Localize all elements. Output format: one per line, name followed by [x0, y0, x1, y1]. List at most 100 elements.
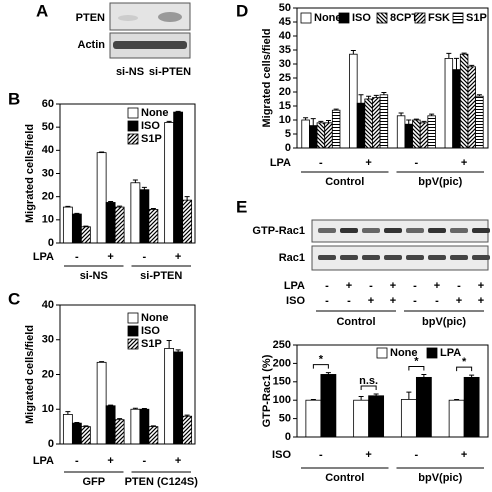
y-tick-label: 0 [285, 142, 291, 154]
row-label: LPA [270, 157, 291, 169]
bar [71, 213, 82, 244]
error-bar [406, 391, 412, 400]
error-bar [421, 373, 427, 378]
row-value: + [390, 280, 396, 292]
bar [331, 109, 341, 149]
panel-letter: E [236, 197, 247, 216]
group-label: Control [336, 316, 375, 328]
panel-letter: C [8, 289, 20, 308]
bar [139, 189, 150, 244]
row-value: - [325, 295, 329, 307]
blot-band [384, 228, 402, 233]
bar [148, 209, 159, 244]
bar [419, 122, 429, 149]
bar [130, 182, 141, 244]
y-tick-label: 40 [279, 30, 291, 42]
bar [452, 69, 461, 149]
bar [364, 98, 373, 149]
x-tick-label: + [175, 455, 181, 467]
bar [349, 53, 358, 149]
bar [412, 119, 421, 149]
y-tick-label: 50 [279, 2, 291, 14]
y-axis-title: Migrated cells/field [24, 325, 36, 424]
x-tick-label: - [415, 157, 419, 169]
group-label: GFP [82, 476, 105, 488]
x-tick-label: - [143, 251, 147, 263]
error-bar [117, 205, 123, 208]
x-tick-label: + [175, 251, 181, 263]
row-label: ISO [272, 449, 291, 461]
annotation: * [319, 354, 324, 366]
error-bar [166, 120, 172, 123]
x-tick-label: + [107, 251, 113, 263]
panel-letter: D [236, 1, 248, 20]
error-bar [453, 57, 459, 70]
legend-swatch [376, 12, 388, 24]
annotation: * [414, 355, 419, 367]
row-label: LPA [33, 455, 54, 467]
legend-swatch [300, 12, 312, 24]
y-tick-label: 50 [279, 413, 291, 425]
bar [164, 122, 175, 244]
blot-label: PTEN [76, 12, 105, 24]
bar [173, 111, 184, 244]
bar [356, 102, 366, 149]
legend-label: LPA [440, 347, 461, 359]
panel-letter: A [36, 1, 48, 20]
row-value: + [390, 295, 396, 307]
row-value: - [435, 295, 439, 307]
y-tick-label: 30 [42, 334, 54, 346]
error-bar [358, 396, 364, 401]
error-bar [398, 112, 404, 116]
bar [448, 399, 465, 438]
x-tick-label: - [319, 449, 323, 461]
x-tick-label: - [75, 251, 79, 263]
error-bar [99, 361, 105, 363]
error-bar [318, 120, 324, 123]
group-label: bpV(pic) [422, 316, 466, 328]
blot-band [384, 255, 402, 260]
y-tick-label: 45 [279, 16, 291, 28]
row-value: + [434, 280, 440, 292]
x-tick-label: + [365, 449, 371, 461]
y-tick-label: 30 [279, 58, 291, 70]
row-value: + [368, 295, 374, 307]
group-label: PTEN (C124S) [125, 476, 199, 488]
error-bar [108, 201, 114, 203]
group-label: Control [325, 472, 364, 484]
y-tick-label: 30 [42, 167, 54, 179]
legend-swatch [376, 347, 388, 359]
blot-band [406, 228, 424, 233]
y-tick-label: 5 [285, 128, 291, 140]
error-bar [65, 411, 71, 415]
blot-band [450, 255, 468, 260]
y-tick-label: 0 [48, 438, 54, 450]
error-bar [373, 393, 379, 396]
legend-label: None [141, 312, 169, 324]
row-label: ISO [286, 295, 305, 307]
error-bar [454, 398, 460, 401]
y-axis-title: Migrated cells/field [24, 124, 36, 223]
legend-label: None [390, 347, 418, 359]
significance-bracket [360, 385, 377, 390]
bar [444, 58, 454, 149]
bar [96, 361, 107, 445]
x-tick-label: - [143, 455, 147, 467]
bar [400, 399, 417, 438]
bar [105, 202, 116, 244]
blot-band [113, 41, 187, 49]
row-value: + [456, 295, 462, 307]
x-tick-label: + [461, 157, 467, 169]
bar [62, 206, 73, 244]
error-bar [373, 94, 379, 98]
bar [463, 376, 480, 438]
y-tick-label: 60 [42, 98, 54, 110]
bar [148, 426, 159, 445]
legend-label: ISO [141, 325, 160, 337]
bar [404, 123, 413, 149]
error-bar [381, 92, 387, 95]
bar [182, 199, 193, 244]
legend-label: S1P [141, 338, 162, 350]
blot-band [472, 255, 490, 260]
error-bar [74, 421, 80, 424]
